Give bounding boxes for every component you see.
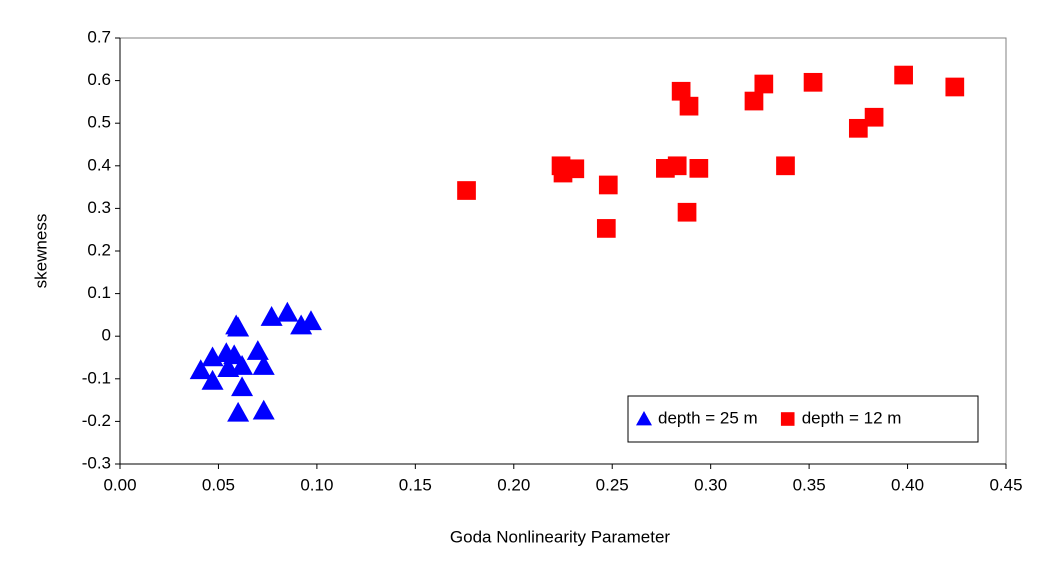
square-marker	[894, 65, 913, 85]
triangle-marker	[201, 369, 224, 390]
x-tick-label: 0.40	[891, 475, 924, 494]
y-axis-label: skewness	[31, 214, 50, 289]
triangle-marker	[636, 411, 652, 426]
y-tick-label: 0.7	[87, 27, 111, 46]
x-tick-label: 0.05	[202, 475, 235, 494]
x-tick-label: 0.25	[596, 475, 629, 494]
y-tick-label: 0	[102, 326, 111, 345]
x-tick-label: 0.20	[497, 475, 530, 494]
x-tick-label: 0.10	[300, 475, 333, 494]
square-marker	[803, 72, 823, 92]
x-tick-label: 0.15	[399, 475, 432, 494]
x-tick-label: 0.35	[793, 475, 826, 494]
triangle-marker	[260, 306, 283, 326]
square-marker	[565, 159, 585, 179]
square-marker	[689, 159, 709, 178]
y-tick-label: 0.3	[87, 198, 111, 217]
triangle-marker	[223, 344, 246, 365]
triangle-marker	[227, 316, 250, 337]
x-tick-label: 0.00	[103, 475, 136, 494]
square-marker	[457, 181, 476, 200]
square-marker	[671, 81, 691, 101]
legend-box	[627, 395, 979, 443]
triangle-marker	[276, 301, 299, 322]
triangle-marker	[231, 355, 254, 375]
square-marker	[596, 219, 616, 238]
y-tick-label: 0.5	[87, 113, 111, 132]
square-marker	[780, 412, 795, 426]
y-tick-label: 0.4	[87, 155, 111, 174]
legend-label: depth = 25 m	[658, 408, 758, 427]
triangle-marker	[231, 376, 254, 397]
square-marker	[945, 77, 965, 97]
triangle-marker	[299, 310, 322, 331]
square-marker	[598, 175, 618, 195]
square-marker	[679, 96, 699, 116]
y-tick-label: -0.3	[82, 453, 111, 472]
square-marker	[848, 118, 868, 138]
y-tick-label: -0.2	[82, 411, 111, 430]
triangle-marker	[227, 401, 250, 422]
x-tick-label: 0.45	[989, 475, 1022, 494]
y-tick-label: 0.1	[87, 283, 111, 302]
square-marker	[677, 202, 697, 222]
square-marker	[754, 74, 774, 94]
triangle-marker	[252, 399, 275, 420]
legend-label: depth = 12 m	[802, 408, 902, 427]
y-tick-label: -0.1	[82, 368, 111, 387]
square-marker	[744, 91, 764, 111]
triangle-marker	[246, 340, 269, 360]
square-marker	[667, 156, 687, 176]
y-tick-label: 0.2	[87, 240, 111, 259]
x-axis-label: Goda Nonlinearity Parameter	[450, 527, 671, 546]
square-marker	[864, 107, 884, 127]
x-tick-label: 0.30	[694, 475, 727, 494]
square-marker	[776, 156, 795, 176]
y-tick-label: 0.6	[87, 70, 111, 89]
triangle-marker	[252, 355, 275, 375]
triangle-marker	[189, 359, 212, 380]
